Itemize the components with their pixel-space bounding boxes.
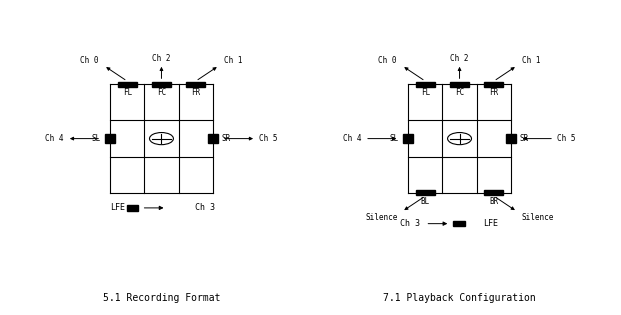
Text: Ch 5: Ch 5 xyxy=(259,134,278,143)
Text: FR: FR xyxy=(191,89,200,97)
Text: FL: FL xyxy=(421,89,430,97)
Text: Ch 4: Ch 4 xyxy=(343,134,362,143)
Text: Ch 1: Ch 1 xyxy=(224,55,243,65)
Text: SR: SR xyxy=(222,134,231,143)
Bar xyxy=(127,205,138,211)
Bar xyxy=(416,190,435,196)
Text: Silence: Silence xyxy=(365,213,397,222)
Text: SL: SL xyxy=(92,134,101,143)
Text: 5.1 Recording Format: 5.1 Recording Format xyxy=(102,293,220,303)
Bar xyxy=(403,134,414,143)
Text: Ch 5: Ch 5 xyxy=(557,134,576,143)
Bar xyxy=(450,82,469,87)
Text: FC: FC xyxy=(455,89,464,97)
Bar xyxy=(453,221,465,226)
Text: FR: FR xyxy=(489,89,498,97)
Bar xyxy=(505,134,516,143)
Text: LFE: LFE xyxy=(483,219,498,228)
Text: Ch 3: Ch 3 xyxy=(195,203,215,212)
Bar xyxy=(207,134,218,143)
Text: SL: SL xyxy=(390,134,399,143)
Text: BR: BR xyxy=(489,197,498,206)
Text: 7.1 Playback Configuration: 7.1 Playback Configuration xyxy=(383,293,536,303)
Text: Ch 0: Ch 0 xyxy=(378,55,397,65)
Text: FL: FL xyxy=(123,89,132,97)
Text: SR: SR xyxy=(520,134,529,143)
Text: LFE: LFE xyxy=(111,203,125,212)
Text: Ch 3: Ch 3 xyxy=(400,219,420,228)
Bar xyxy=(484,82,503,87)
Bar xyxy=(105,134,116,143)
Text: Ch 2: Ch 2 xyxy=(152,54,171,63)
Text: Ch 4: Ch 4 xyxy=(45,134,64,143)
Text: Ch 0: Ch 0 xyxy=(80,55,99,65)
Text: FC: FC xyxy=(157,89,166,97)
Bar xyxy=(416,82,435,87)
Text: Ch 1: Ch 1 xyxy=(522,55,541,65)
Bar xyxy=(484,190,503,196)
Bar xyxy=(152,82,171,87)
Bar xyxy=(186,82,205,87)
Text: Silence: Silence xyxy=(522,213,554,222)
Text: Ch 2: Ch 2 xyxy=(450,54,469,63)
Bar xyxy=(118,82,137,87)
Text: BL: BL xyxy=(421,197,430,206)
